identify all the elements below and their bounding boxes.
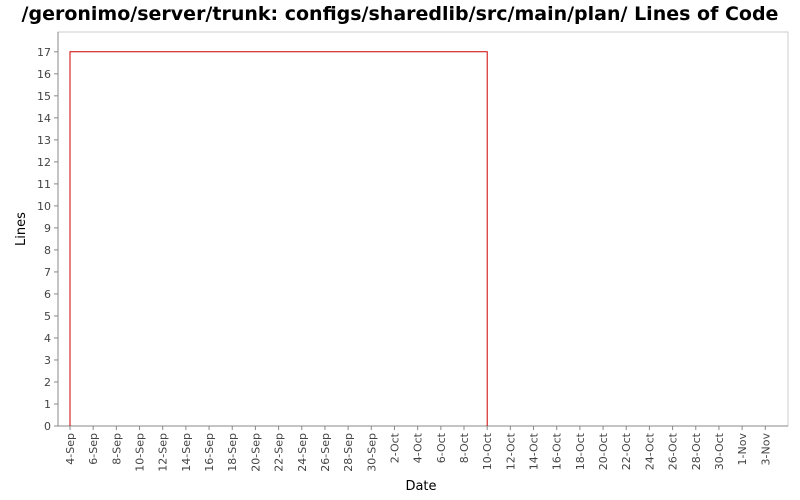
x-tick-label: 6-Sep xyxy=(87,433,100,465)
y-tick-label: 15 xyxy=(37,90,51,103)
x-tick-label: 24-Sep xyxy=(296,433,309,472)
x-tick-label: 18-Oct xyxy=(574,432,587,470)
y-tick-label: 1 xyxy=(44,398,51,411)
x-tick-label: 8-Oct xyxy=(458,432,471,463)
x-tick-label: 22-Oct xyxy=(620,432,633,470)
x-tick-label: 30-Oct xyxy=(713,432,726,470)
plot-area xyxy=(57,31,789,427)
y-tick-label: 10 xyxy=(37,200,51,213)
y-tick-label: 6 xyxy=(44,288,51,301)
x-axis: 4-Sep 6-Sep 8-Sep 10-Sep 12-Sep 14-Sep 16-Sep 1… xyxy=(58,425,788,472)
x-tick-label: 8-Sep xyxy=(110,433,123,465)
y-tick-label: 8 xyxy=(44,244,51,257)
x-tick-label: 14-Sep xyxy=(180,433,193,472)
chart-title: /geronimo/server/trunk: configs/sharedli… xyxy=(21,3,779,25)
x-tick-label: 26-Sep xyxy=(319,433,332,472)
x-tick-label: 28-Sep xyxy=(342,433,355,472)
x-tick-label: 4-Oct xyxy=(412,432,425,463)
x-tick-label: 6-Oct xyxy=(435,432,448,463)
x-tick-label: 20-Oct xyxy=(597,432,610,470)
y-tick-label: 2 xyxy=(44,376,51,389)
x-tick-label: 14-Oct xyxy=(528,432,541,470)
x-tick-label: 10-Sep xyxy=(134,433,147,472)
y-tick-label: 0 xyxy=(44,420,51,433)
series-line xyxy=(69,51,488,426)
y-tick-label: 17 xyxy=(37,46,51,59)
y-tick-label: 9 xyxy=(44,222,51,235)
x-tick-label: 4-Sep xyxy=(64,433,77,465)
y-tick-label: 5 xyxy=(44,310,51,323)
y-tick-label: 7 xyxy=(44,266,51,279)
x-tick-label: 22-Sep xyxy=(273,433,286,472)
x-tick-label: 28-Oct xyxy=(690,432,703,470)
x-tick-label: 3-Nov xyxy=(759,433,772,466)
x-tick-label: 10-Oct xyxy=(481,432,494,470)
x-tick-label: 18-Sep xyxy=(226,433,239,472)
y-tick-label: 11 xyxy=(37,178,51,191)
x-tick-label: 1-Nov xyxy=(736,433,749,466)
y-axis-label: Lines xyxy=(14,212,29,246)
y-tick-label: 16 xyxy=(37,68,51,81)
x-tick-label: 26-Oct xyxy=(667,432,680,470)
x-tick-label: 16-Oct xyxy=(551,432,564,470)
y-tick-label: 3 xyxy=(44,354,51,367)
y-tick-label: 13 xyxy=(37,134,51,147)
y-tick-label: 4 xyxy=(44,332,51,345)
x-axis-label: Date xyxy=(405,479,436,494)
y-tick-label: 14 xyxy=(37,112,51,125)
x-tick-label: 12-Oct xyxy=(504,432,517,470)
x-tick-label: 12-Sep xyxy=(157,433,170,472)
x-tick-label: 2-Oct xyxy=(388,432,401,463)
x-tick-label: 30-Sep xyxy=(365,433,378,472)
x-tick-label: 16-Sep xyxy=(203,433,216,472)
x-tick-label: 20-Sep xyxy=(249,433,262,472)
series-layer xyxy=(69,51,488,426)
y-tick-label: 12 xyxy=(37,156,51,169)
x-tick-label: 24-Oct xyxy=(643,432,656,470)
